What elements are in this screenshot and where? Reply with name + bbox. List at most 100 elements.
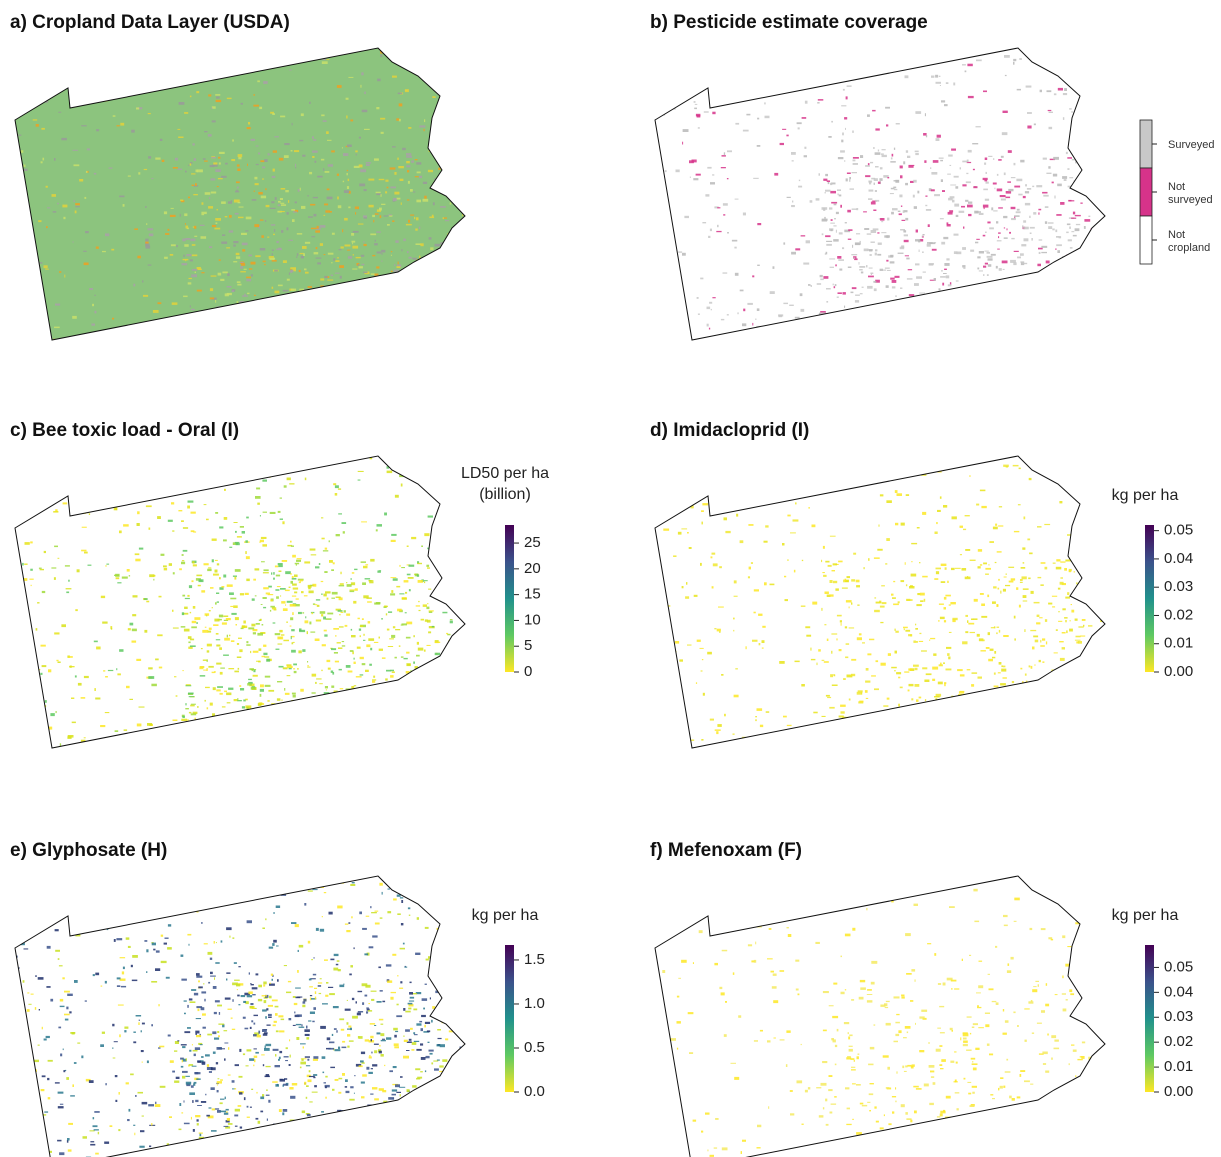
map-pixel (46, 226, 48, 228)
map-pixel (389, 457, 393, 458)
map-pixel (214, 1038, 219, 1040)
map-pixel (830, 267, 834, 268)
map-pixel (251, 687, 256, 690)
map-pixel (842, 133, 843, 136)
map-pixel (136, 1015, 142, 1017)
map-pixel (224, 638, 230, 641)
map-pixel (279, 1051, 282, 1053)
map-pixel (244, 269, 247, 270)
map-pixel (1016, 284, 1020, 286)
map-pixel (755, 319, 756, 320)
map-pixel (985, 263, 988, 265)
map-pixel (870, 309, 873, 311)
map-pixel (991, 207, 993, 210)
map-pixel (909, 710, 912, 712)
map-pixel (697, 640, 701, 642)
map-pixel (308, 1020, 311, 1021)
map-pixel (419, 1021, 422, 1023)
map-pixel (195, 272, 196, 273)
map-pixel (323, 617, 326, 620)
map-pixel (332, 1089, 335, 1091)
map-pixel (276, 241, 278, 243)
map-pixel (424, 196, 427, 199)
map-pixel (54, 632, 59, 634)
map-pixel (370, 1036, 373, 1039)
map-pixel (353, 693, 355, 695)
map-pixel (74, 1062, 77, 1064)
map-pixel (838, 321, 843, 323)
map-pixel (1010, 260, 1016, 263)
map-pixel (134, 228, 138, 230)
map-pixel (196, 973, 200, 976)
map-pixel (937, 510, 941, 512)
map-pixel (205, 700, 206, 702)
map-pixel (108, 900, 114, 902)
map-pixel (292, 596, 296, 597)
map-pixel (853, 160, 856, 162)
map-pixel (324, 215, 326, 216)
map-pixel (185, 703, 186, 705)
map-pixel (248, 679, 252, 680)
map-pixel (324, 276, 327, 278)
map-pixel (79, 462, 84, 464)
map-pixel (831, 651, 832, 654)
map-pixel (231, 613, 236, 615)
map-pixel (443, 187, 448, 189)
map-pixel (404, 580, 409, 582)
map-pixel (821, 560, 822, 562)
map-pixel (296, 1037, 299, 1040)
map-pixel (1048, 222, 1054, 223)
map-pixel (1014, 305, 1015, 306)
map-pixel (1017, 89, 1021, 91)
map-pixel (876, 745, 882, 746)
map-pixel (742, 323, 746, 326)
map-pixel (849, 1049, 853, 1052)
map-pixel (1022, 225, 1024, 227)
map-pixel (852, 131, 854, 133)
map-pixel (361, 521, 367, 522)
map-pixel (84, 197, 86, 199)
map-pixel (335, 635, 336, 636)
map-pixel (215, 1000, 220, 1002)
map-pixel (791, 152, 796, 155)
map-pixel (278, 1015, 283, 1017)
map-pixel (123, 204, 125, 207)
map-pixel (269, 996, 272, 999)
map-pixel (203, 1147, 209, 1149)
map-pixel (875, 249, 877, 251)
map-pixel (352, 241, 356, 243)
map-pixel (806, 635, 811, 637)
map-pixel (246, 556, 250, 559)
map-pixel (832, 570, 836, 571)
map-pixel (292, 733, 297, 734)
map-pixel (886, 538, 890, 541)
map-pixel (1084, 226, 1086, 229)
map-pixel (752, 323, 753, 326)
map-pixel (332, 233, 335, 235)
map-pixel (882, 155, 887, 157)
map-pixel (370, 1023, 375, 1025)
map-pixel (279, 320, 285, 323)
map-pixel (457, 1124, 459, 1126)
map-pixel (312, 1147, 315, 1149)
legend-swatch (1140, 120, 1152, 168)
map-pixel (895, 651, 898, 654)
map-pixel (943, 1110, 945, 1112)
map-pixel (247, 164, 248, 166)
map-pixel (221, 71, 225, 74)
map-pixel (321, 581, 324, 582)
map-pixel (1103, 712, 1106, 713)
map-pixel (403, 1056, 409, 1059)
map-pixel (1038, 720, 1039, 722)
map-pixel (366, 916, 370, 917)
map-pixel (1096, 605, 1100, 608)
map-pixel (224, 1058, 226, 1060)
map-pixel (397, 198, 401, 200)
map-pixel (260, 684, 264, 687)
map-pixel (921, 650, 927, 651)
map-pixel (430, 1053, 433, 1055)
map-pixel (117, 977, 121, 979)
map-pixel (901, 245, 904, 248)
map-pixel (305, 701, 311, 702)
map-pixel (296, 560, 301, 562)
